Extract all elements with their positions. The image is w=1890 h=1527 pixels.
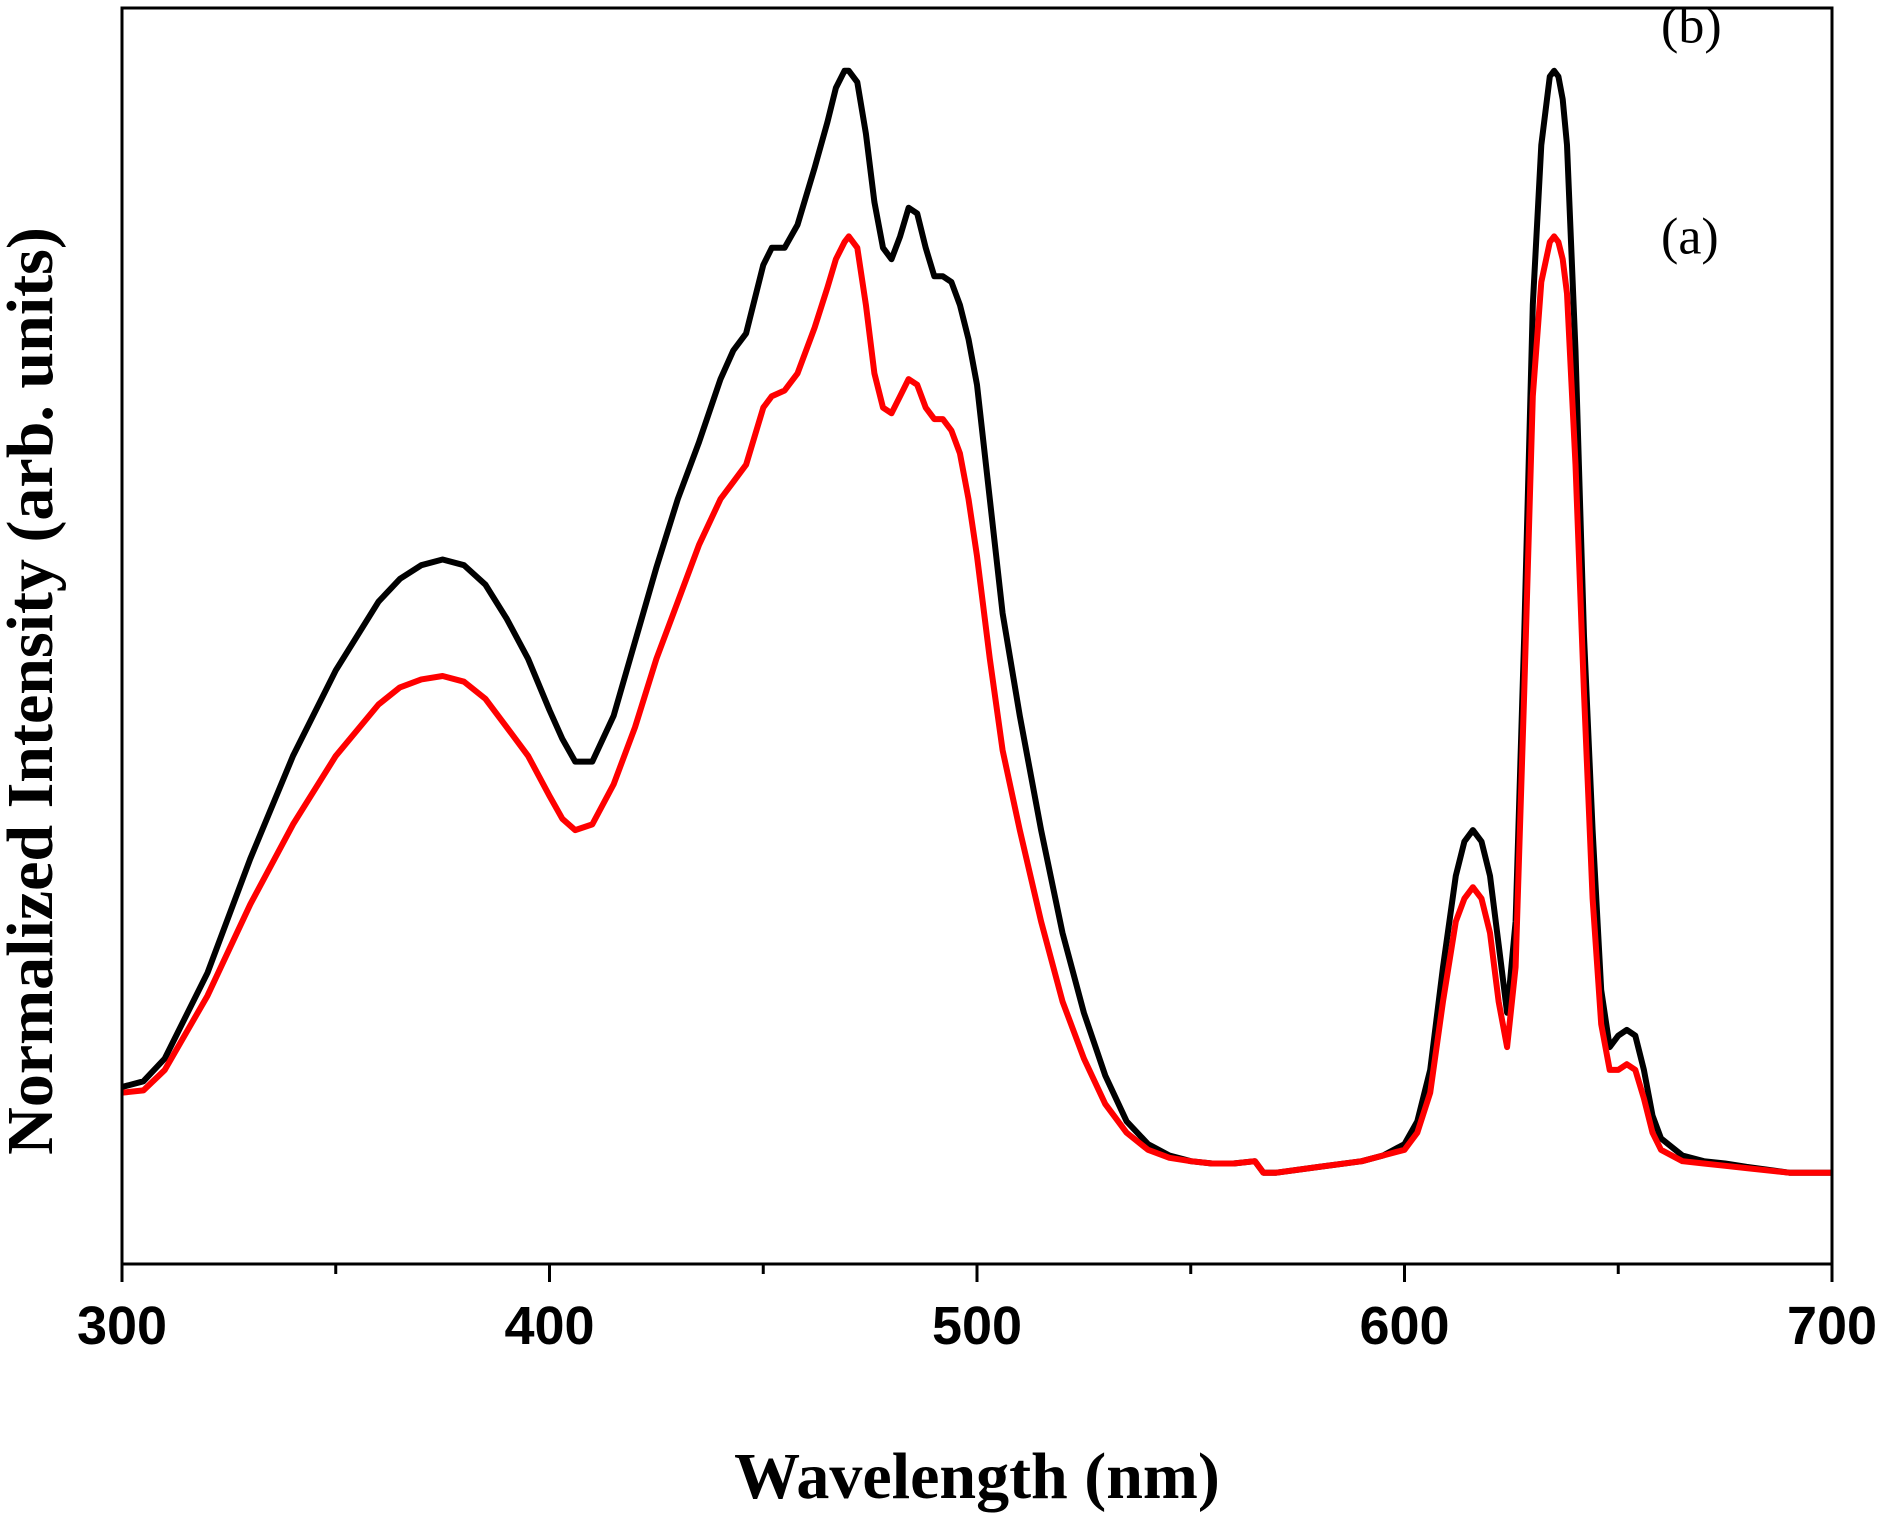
annotation-label: (b): [1661, 0, 1722, 54]
y-axis-title: Normalized Intensity (arb. units): [0, 227, 67, 1155]
x-tick-label: 600: [1359, 1296, 1449, 1356]
x-tick-label: 500: [932, 1296, 1022, 1356]
tick-layer: 300 400 500 600 700: [77, 1264, 1877, 1356]
x-tick-label: 700: [1787, 1296, 1877, 1356]
series-layer: [121, 67, 1832, 1176]
x-tick-label: 300: [77, 1296, 167, 1356]
annotation-layer: (b) (a): [1661, 0, 1722, 265]
plot-frame: [120, 6, 1834, 1266]
x-tick-label: 400: [504, 1296, 594, 1356]
annotation-label: (a): [1661, 208, 1719, 265]
x-axis-title: Wavelength (nm): [734, 1440, 1220, 1513]
series-line-1: [121, 67, 1832, 1176]
series-line-2: [121, 233, 1832, 1176]
